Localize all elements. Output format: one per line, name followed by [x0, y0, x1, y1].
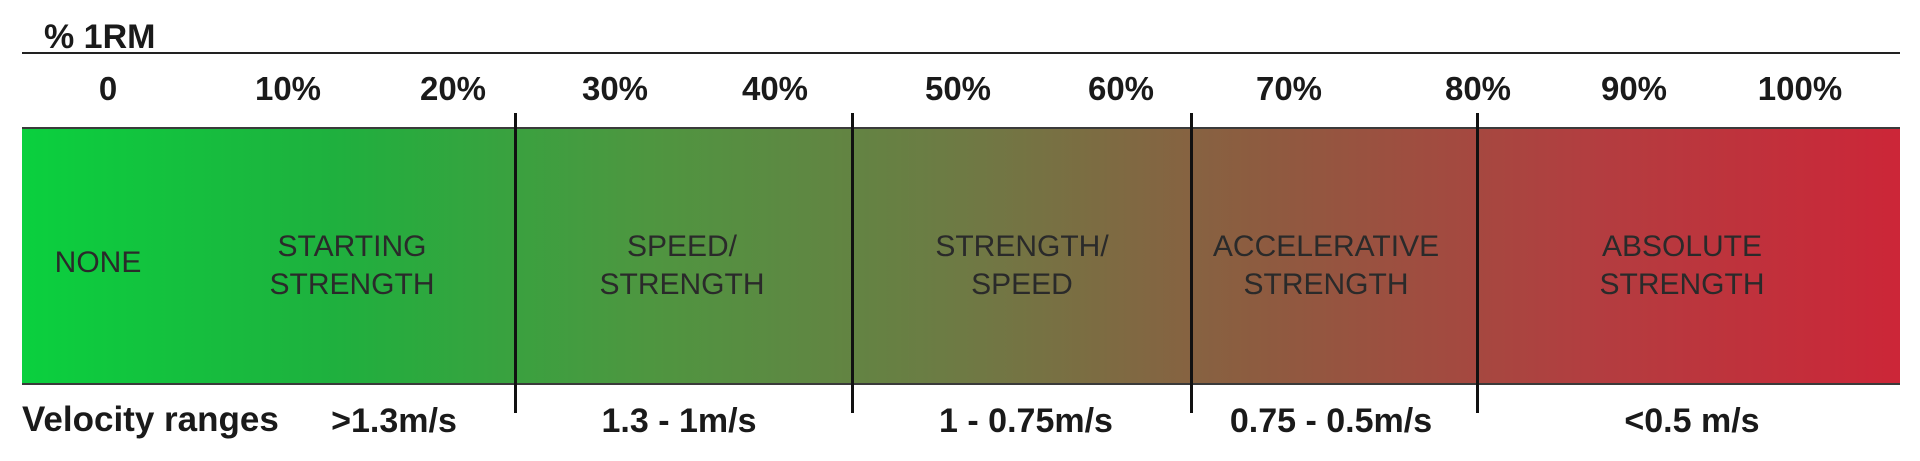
tick-label: 100% [1757, 70, 1843, 107]
zone-label-line: STRENGTH [1599, 268, 1765, 301]
velocity-range: 1.3 - 1m/s [601, 402, 757, 440]
tick-label: 70% [1255, 70, 1323, 107]
velocity-range: <0.5 m/s [1624, 402, 1760, 440]
zone-label-line: NONE [54, 246, 142, 279]
top-rule [22, 52, 1900, 54]
tick-label: 40% [741, 70, 809, 107]
tick-label: 80% [1444, 70, 1512, 107]
zone-label-line: SPEED/ [626, 230, 738, 263]
zone-label-strength-speed: STRENGTH/ SPEED [935, 228, 1108, 304]
zone-label-line: STARTING [277, 230, 427, 263]
zone-label-starting-strength: STARTING STRENGTH [270, 228, 435, 304]
zone-label-line: SPEED [971, 268, 1073, 301]
tick-label: 50% [924, 70, 992, 107]
zone-label-line: STRENGTH [1243, 268, 1409, 301]
unit-label: % 1RM [44, 18, 156, 56]
tick-label: 60% [1087, 70, 1155, 107]
zone-label-line: STRENGTH [599, 268, 765, 301]
zone-label-accelerative-strength: ACCELERATIVE STRENGTH [1213, 228, 1439, 304]
tick-label: 30% [581, 70, 649, 107]
velocity-range: 0.75 - 0.5m/s [1229, 402, 1433, 440]
tick-label: 10% [254, 70, 322, 107]
zone-divider [1476, 113, 1479, 413]
velocity-range: 1 - 0.75m/s [939, 402, 1113, 440]
zone-label-speed-strength: SPEED/ STRENGTH [600, 228, 765, 304]
zone-divider [1190, 113, 1193, 413]
zone-label-line: STRENGTH [269, 268, 435, 301]
intensity-band [22, 127, 1900, 385]
zone-divider [514, 113, 517, 413]
velocity-ranges-title: Velocity ranges [22, 400, 279, 439]
zone-label-absolute-strength: ABSOLUTE STRENGTH [1600, 228, 1765, 304]
zone-label-none: NONE [55, 244, 142, 282]
zone-label-line: STRENGTH/ [935, 230, 1109, 263]
tick-label: 0 [98, 70, 118, 107]
tick-label: 20% [419, 70, 487, 107]
zone-label-line: ACCELERATIVE [1212, 230, 1440, 263]
zone-divider [851, 113, 854, 413]
tick-label: 90% [1600, 70, 1668, 107]
velocity-range: >1.3m/s [331, 402, 457, 440]
zone-label-line: ABSOLUTE [1601, 230, 1763, 263]
